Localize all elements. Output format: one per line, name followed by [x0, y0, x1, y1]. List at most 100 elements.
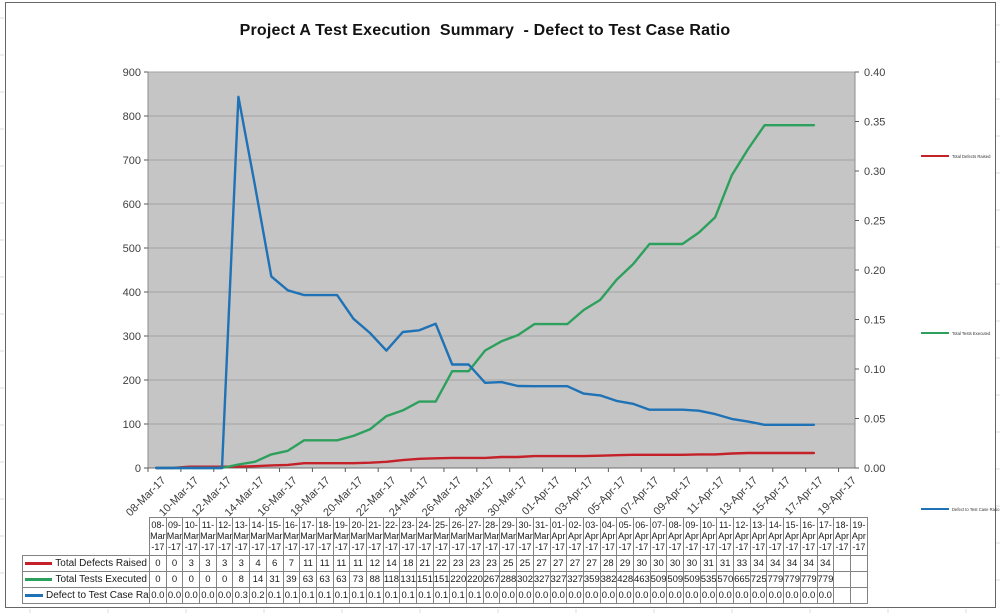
table-cell: 0 — [149, 571, 167, 588]
table-header-cell: 08- Apr -17 — [666, 517, 684, 556]
table-cell: 28 — [599, 555, 618, 572]
table-cell: 0.1 — [265, 587, 284, 604]
legend-key-line — [25, 562, 53, 565]
left-axis-label: 800 — [123, 111, 141, 123]
table-header-cell: 11- Mar -17 — [199, 517, 217, 556]
table-cell: 0.0 — [816, 587, 835, 604]
table-cell: 0.0 — [182, 587, 201, 604]
table-cell — [849, 571, 869, 588]
table-header-cell: 13- Apr -17 — [749, 517, 768, 556]
table-cell: 27 — [582, 555, 601, 572]
right-axis-label: 0.15 — [864, 315, 885, 327]
table-cell: 30 — [683, 555, 701, 572]
table-cell: 131 — [399, 571, 417, 588]
legend-entry-label: Total Tests Executed — [952, 331, 991, 336]
left-axis-label: 200 — [123, 375, 141, 387]
table-header-cell: 10- Apr -17 — [699, 517, 718, 556]
table-cell: 30 — [632, 555, 651, 572]
table-cell: 34 — [749, 555, 768, 572]
table-cell: 0.0 — [165, 587, 184, 604]
table-cell: 463 — [632, 571, 651, 588]
table-cell: 0.0 — [149, 587, 167, 604]
table-corner — [23, 518, 150, 556]
table-cell: 3 — [215, 555, 234, 572]
table-cell: 725 — [749, 571, 768, 588]
table-cell: 570 — [716, 571, 735, 588]
table-header-cell: 01- Apr -17 — [549, 517, 568, 556]
legend-entry-label: Defect to Test Case Ratio — [952, 507, 1000, 512]
table-cell: 11 — [315, 555, 334, 572]
table-header-cell: 02- Apr -17 — [566, 517, 584, 556]
table-cell: 220 — [466, 571, 484, 588]
table-cell: 0.1 — [365, 587, 384, 604]
table-cell: 0 — [199, 571, 217, 588]
table-cell: 0.1 — [332, 587, 351, 604]
table-cell — [833, 587, 851, 604]
table-cell: 0.0 — [799, 587, 818, 604]
table-cell: 0.0 — [482, 587, 501, 604]
table-cell: 779 — [766, 571, 785, 588]
table-cell: 12 — [365, 555, 384, 572]
table-header-cell: 16- Mar -17 — [282, 517, 301, 556]
table-cell: 779 — [799, 571, 818, 588]
table-header-cell: 17- Mar -17 — [299, 517, 317, 556]
table-cell: 14 — [249, 571, 267, 588]
table-cell: 0.1 — [299, 587, 317, 604]
table-cell: 3 — [232, 555, 251, 572]
table-cell: 220 — [449, 571, 468, 588]
left-axis-label: 600 — [123, 199, 141, 211]
table-header-cell: 06- Apr -17 — [632, 517, 651, 556]
table-cell: 382 — [599, 571, 618, 588]
table-cell: 14 — [382, 555, 401, 572]
table-cell: 3 — [182, 555, 201, 572]
legend-entry-label: Total Defects Raised — [952, 154, 991, 159]
table-header-cell: 07- Apr -17 — [649, 517, 668, 556]
table-cell: 29 — [616, 555, 634, 572]
table-cell: 30 — [649, 555, 668, 572]
chart-border — [5, 2, 996, 608]
table-cell: 327 — [532, 571, 551, 588]
table-header-cell: 15- Apr -17 — [783, 517, 801, 556]
table-cell: 34 — [783, 555, 801, 572]
table-cell: 11 — [349, 555, 367, 572]
table-cell: 0.1 — [315, 587, 334, 604]
table-header-cell: 03- Apr -17 — [582, 517, 601, 556]
chart-title: Project A Test Execution Summary - Defec… — [239, 22, 731, 39]
right-axis-label: 0.20 — [864, 265, 885, 277]
table-cell: 0.1 — [416, 587, 434, 604]
table-cell: 27 — [549, 555, 568, 572]
table-cell: 63 — [315, 571, 334, 588]
table-cell: 359 — [582, 571, 601, 588]
table-header-cell: 17- Apr -17 — [816, 517, 835, 556]
table-cell: 0.0 — [599, 587, 618, 604]
right-axis-label: 0.30 — [864, 166, 885, 178]
table-header-cell: 19- Mar -17 — [332, 517, 351, 556]
table-cell: 7 — [282, 555, 301, 572]
table-cell: 0 — [182, 571, 201, 588]
table-header-cell: 09- Mar -17 — [165, 517, 184, 556]
table-cell: 6 — [265, 555, 284, 572]
table-cell: 30 — [666, 555, 684, 572]
table-cell: 8 — [232, 571, 251, 588]
table-cell: 73 — [349, 571, 367, 588]
series-name-label: Defect to Test Case Ratio — [46, 590, 150, 601]
table-cell: 151 — [432, 571, 451, 588]
right-axis-label: 0.35 — [864, 117, 885, 129]
table-cell: 0.0 — [699, 587, 718, 604]
table-cell: 509 — [683, 571, 701, 588]
table-cell: 18 — [399, 555, 417, 572]
table-header-cell: 15- Mar -17 — [265, 517, 284, 556]
table-cell: 302 — [516, 571, 534, 588]
table-cell: 0.1 — [466, 587, 484, 604]
table-cell: 63 — [299, 571, 317, 588]
table-cell: 0.0 — [199, 587, 217, 604]
table-cell: 23 — [482, 555, 501, 572]
table-cell: 25 — [499, 555, 518, 572]
table-header-cell: 05- Apr -17 — [616, 517, 634, 556]
table-cell: 0.0 — [582, 587, 601, 604]
table-cell: 34 — [816, 555, 835, 572]
table-cell: 25 — [516, 555, 534, 572]
table-cell: 0.1 — [349, 587, 367, 604]
table-cell: 33 — [733, 555, 751, 572]
